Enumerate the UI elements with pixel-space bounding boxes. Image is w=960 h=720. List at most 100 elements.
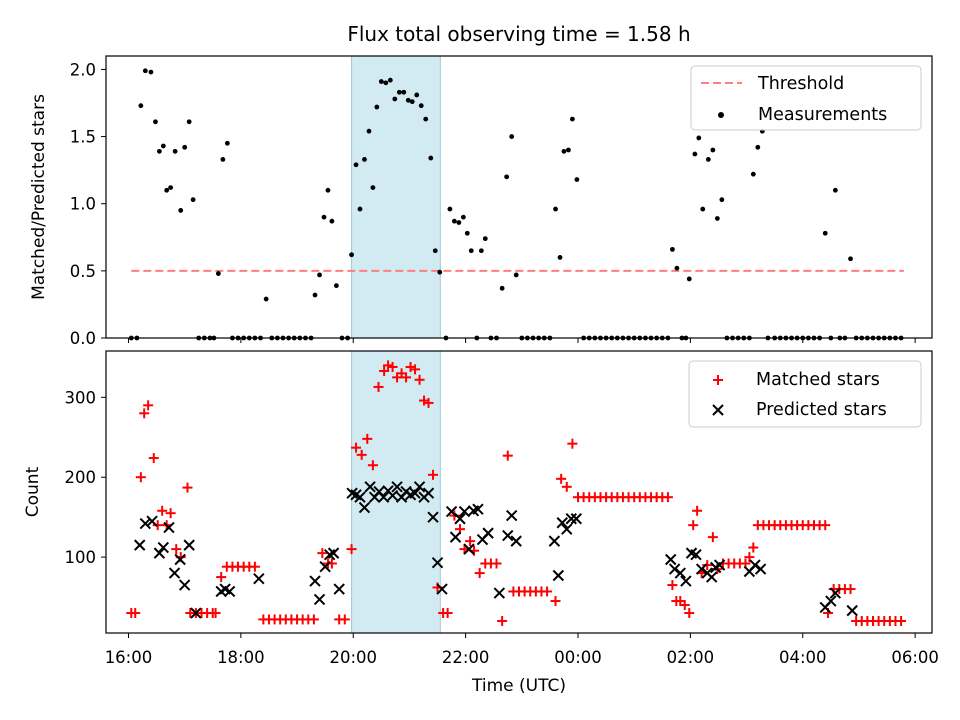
- bottom-y-axis-ticks: 100 200 300: [65, 388, 106, 567]
- measurement-point: [138, 103, 144, 109]
- measurement-point: [504, 174, 510, 180]
- bottom-legend-box: [688, 360, 922, 428]
- legend-measurements-swatch: [718, 112, 724, 118]
- matched-star-point: [367, 460, 378, 471]
- matched-star-point: [748, 542, 759, 553]
- bottom-x-tick-label: 02:00: [667, 648, 715, 667]
- measurement-point: [561, 148, 567, 154]
- predicted-star-point: [552, 569, 565, 582]
- top-y-axis-ticks: 0.0 0.5 1.0 1.5 2.0: [70, 60, 106, 348]
- measurement-point: [172, 148, 178, 154]
- matched-star-point: [171, 544, 182, 555]
- matched-star-point: [379, 365, 390, 376]
- predicted-star-point: [391, 481, 403, 493]
- top-y-tick-label: 1.5: [70, 128, 96, 147]
- measurement-point: [432, 248, 438, 254]
- predicted-star-point: [223, 585, 236, 598]
- measurement-point: [464, 230, 470, 236]
- matched-star-point: [567, 438, 578, 449]
- matched-star-point: [139, 408, 150, 419]
- matched-star-point: [356, 449, 367, 460]
- measurement-point: [387, 77, 393, 83]
- predicted-star-point: [695, 563, 708, 575]
- bottom-y-tick-label: 300: [65, 388, 97, 407]
- matched-star-point: [442, 608, 453, 619]
- matched-star-point: [130, 608, 141, 619]
- matched-star-point: [688, 520, 699, 531]
- measurement-point: [460, 214, 466, 220]
- predicted-star-point: [139, 517, 152, 530]
- matched-star-point: [383, 360, 394, 371]
- predicted-star-point: [427, 511, 439, 523]
- measurement-point: [160, 143, 166, 149]
- measurement-point: [148, 69, 154, 75]
- matched-star-point: [679, 600, 690, 611]
- predicted-star-point: [168, 567, 181, 579]
- matched-star-point: [143, 400, 154, 411]
- bottom-x-tick-label: 06:00: [891, 648, 939, 667]
- measurement-point: [414, 92, 420, 98]
- measurement-point: [142, 68, 148, 74]
- legend-predicted-label: Predicted stars: [756, 400, 887, 420]
- matched-star-point: [845, 584, 856, 595]
- matched-star-point: [667, 580, 678, 591]
- matched-star-point: [502, 450, 513, 461]
- measurement-point: [557, 255, 563, 260]
- measurement-point: [569, 116, 575, 122]
- matched-star-point: [210, 608, 221, 619]
- top-highlight-span: [351, 55, 441, 339]
- measurement-point: [710, 147, 716, 153]
- top-y-tick-label: 2.0: [70, 60, 96, 79]
- measurement-point: [333, 283, 339, 289]
- predicted-star-point: [565, 513, 577, 525]
- predicted-star-point: [846, 604, 858, 617]
- predicted-star-point: [665, 553, 677, 566]
- matched-star-point: [135, 472, 146, 483]
- measurement-point: [822, 230, 828, 236]
- matched-star-point: [707, 532, 718, 543]
- top-y-tick-label: 0.5: [70, 262, 96, 281]
- measurement-point: [513, 272, 519, 278]
- bottom-panel: 100 200 300 16:00 18:00 20:00 22:00 00:00 02:00…: [23, 350, 939, 696]
- measurement-point: [714, 216, 720, 221]
- top-legend: Threshold Measurements: [690, 65, 922, 131]
- measurement-point: [719, 197, 725, 203]
- bottom-x-axis-ticks: 16:00 18:00 20:00 22:00 00:00 02:00 04:00 06:00: [105, 633, 939, 667]
- measurement-point: [224, 140, 230, 146]
- predicted-star-point: [754, 563, 767, 575]
- matched-star-point: [896, 616, 907, 627]
- measurement-point: [482, 236, 488, 242]
- predicted-star-point: [354, 491, 366, 503]
- bottom-x-tick-label: 04:00: [779, 648, 827, 667]
- measurement-point: [478, 248, 484, 254]
- matched-star-point: [351, 442, 362, 453]
- top-panel: 0.00.51.01.52.0 Matched/Predicted stars …: [29, 55, 933, 348]
- matched-star-point: [820, 520, 831, 531]
- measurement-point: [832, 187, 838, 193]
- matched-star-point: [423, 397, 434, 408]
- bottom-y-tick-label: 100: [65, 548, 97, 567]
- predicted-star-point: [422, 487, 435, 499]
- predicted-star-point: [561, 523, 573, 535]
- predicted-star-point: [449, 531, 462, 543]
- measurement-point: [392, 96, 398, 102]
- measurement-point: [456, 220, 462, 225]
- measurement-point: [362, 157, 367, 162]
- predicted-star-point: [190, 607, 202, 619]
- matched-star-point: [474, 568, 485, 579]
- predicted-star-point: [183, 539, 195, 551]
- predicted-star-point: [253, 572, 265, 585]
- matched-star-point: [491, 558, 502, 569]
- matched-star-point: [165, 508, 176, 519]
- matched-star-point: [216, 572, 227, 583]
- top-y-axis-label: Matched/Predicted stars: [29, 94, 49, 300]
- measurement-point: [428, 155, 434, 161]
- measurement-point: [705, 157, 711, 162]
- legend-matched-label: Matched stars: [756, 370, 880, 390]
- measurement-point: [670, 246, 675, 252]
- predicted-star-point: [409, 487, 421, 499]
- measurement-point: [366, 128, 372, 134]
- bottom-x-tick-label: 18:00: [217, 648, 265, 667]
- matched-star-point: [550, 596, 561, 607]
- x-axis-label: Time (UTC): [471, 676, 566, 696]
